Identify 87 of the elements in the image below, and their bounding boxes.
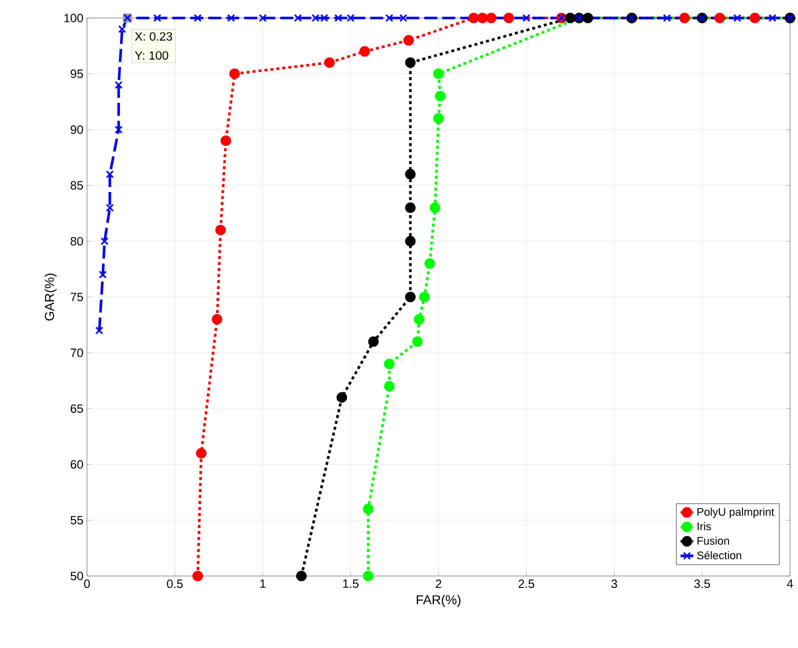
x-tick-label: 3.5 bbox=[694, 580, 710, 588]
point bbox=[215, 224, 226, 236]
point bbox=[258, 14, 267, 22]
point bbox=[662, 14, 671, 22]
point bbox=[582, 12, 594, 24]
y-tick-label: 85 bbox=[70, 181, 83, 190]
y-tick-label: 100 bbox=[64, 14, 84, 22]
point bbox=[334, 14, 342, 22]
point bbox=[98, 270, 107, 279]
point bbox=[405, 292, 416, 302]
legend-label: Sélection bbox=[697, 551, 742, 560]
point bbox=[433, 68, 444, 80]
annotation: X: 0.23 bbox=[134, 32, 172, 41]
annotation: Y: 100 bbox=[134, 51, 168, 60]
y-tick-label: 65 bbox=[70, 404, 83, 413]
point bbox=[229, 68, 240, 80]
point bbox=[118, 25, 126, 34]
point bbox=[750, 12, 760, 24]
x-tick-label: 0 bbox=[84, 580, 90, 588]
point bbox=[430, 202, 440, 214]
x-tick-label: 2 bbox=[436, 580, 442, 588]
point bbox=[405, 57, 416, 68]
x-tick-label: 0.5 bbox=[167, 580, 183, 588]
point bbox=[565, 12, 576, 24]
point bbox=[504, 12, 514, 24]
point bbox=[405, 236, 416, 246]
legend-label: PolyU palmprint bbox=[698, 508, 774, 518]
point bbox=[362, 504, 374, 514]
point bbox=[106, 204, 114, 212]
point bbox=[114, 80, 123, 89]
point bbox=[679, 12, 690, 24]
x-tick-label: 1 bbox=[260, 580, 266, 588]
point bbox=[433, 113, 444, 124]
y-tick-label: 50 bbox=[70, 572, 84, 580]
point bbox=[477, 12, 488, 24]
y-tick-label: 95 bbox=[70, 70, 83, 78]
point bbox=[412, 336, 423, 347]
x-tick-label: 2.5 bbox=[518, 580, 534, 588]
point bbox=[405, 168, 416, 180]
legend-label: Fusion bbox=[698, 536, 729, 545]
point bbox=[468, 12, 479, 24]
y-tick-label: 55 bbox=[70, 516, 83, 524]
y-tick-label: 70 bbox=[70, 348, 84, 358]
point bbox=[424, 258, 436, 269]
point bbox=[324, 57, 335, 68]
point bbox=[359, 46, 370, 57]
point bbox=[405, 202, 416, 214]
x-tick-label: 3 bbox=[611, 580, 618, 588]
point bbox=[114, 126, 123, 134]
point bbox=[399, 14, 408, 22]
point bbox=[522, 14, 530, 22]
point bbox=[733, 14, 742, 22]
point bbox=[95, 326, 104, 334]
point bbox=[196, 448, 207, 459]
point bbox=[768, 14, 776, 22]
y-tick-label: 80 bbox=[70, 236, 84, 246]
point bbox=[220, 135, 232, 146]
y-axis-title: GAR(%) bbox=[44, 274, 57, 321]
point bbox=[100, 237, 109, 246]
point bbox=[434, 90, 446, 102]
point bbox=[296, 570, 307, 582]
x-axis-title: FAR(%) bbox=[416, 594, 460, 607]
point bbox=[403, 35, 414, 46]
point bbox=[714, 12, 726, 24]
point bbox=[419, 292, 430, 302]
point bbox=[414, 314, 424, 325]
point bbox=[384, 358, 395, 370]
point bbox=[486, 12, 497, 24]
y-tick-label: 75 bbox=[70, 292, 83, 302]
point bbox=[153, 14, 162, 22]
point bbox=[212, 314, 222, 325]
point bbox=[385, 14, 394, 22]
point bbox=[294, 14, 302, 22]
point bbox=[362, 570, 374, 582]
x-tick-label: 4 bbox=[786, 580, 793, 588]
point bbox=[346, 14, 355, 22]
point bbox=[227, 14, 236, 22]
point bbox=[106, 170, 114, 178]
point bbox=[368, 336, 379, 347]
point bbox=[194, 14, 202, 22]
point bbox=[336, 392, 348, 403]
y-tick-label: 90 bbox=[70, 125, 84, 134]
y-tick-label: 60 bbox=[70, 460, 84, 469]
legend-label: Iris bbox=[698, 522, 711, 530]
point bbox=[384, 380, 395, 392]
point bbox=[192, 570, 204, 582]
x-tick-label: 1.5 bbox=[343, 580, 358, 588]
